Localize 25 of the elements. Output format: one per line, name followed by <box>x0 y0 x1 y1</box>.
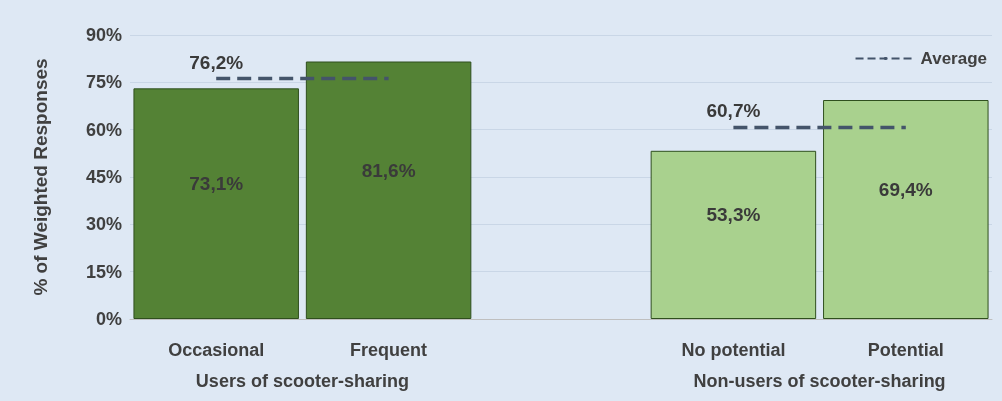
legend-label: Average <box>920 49 987 68</box>
x-tick-label: Potential <box>867 340 944 360</box>
y-tick-label: 60% <box>85 119 122 140</box>
data-label: 81,6% <box>361 159 416 181</box>
data-label: 60,7% <box>706 100 761 122</box>
x-tick-label: No potential <box>681 340 786 360</box>
x-tick-label: Occasional <box>168 340 265 360</box>
y-tick-label: 15% <box>85 261 122 282</box>
text: Users of scooter-sharing <box>195 371 409 391</box>
bar <box>305 61 472 319</box>
y-tick-label: 90% <box>85 25 122 45</box>
data-label: 69,4% <box>878 179 933 200</box>
data-label: 53,3% <box>706 204 761 226</box>
data-label: 73,1% <box>189 173 244 195</box>
x-tick-label: Frequent <box>350 340 428 360</box>
bar <box>650 150 817 319</box>
y-tick-label: 75% <box>85 72 122 93</box>
text: Non-users of scooter-sharing <box>693 371 946 391</box>
y-axis-title: % of Weighted Responses <box>30 58 51 296</box>
bar <box>823 100 989 319</box>
data-label: 76,2% <box>189 51 244 73</box>
y-tick-label: 0% <box>95 309 122 329</box>
bar <box>133 88 299 319</box>
y-tick-label: 30% <box>85 214 122 235</box>
y-tick-label: 45% <box>85 167 122 187</box>
